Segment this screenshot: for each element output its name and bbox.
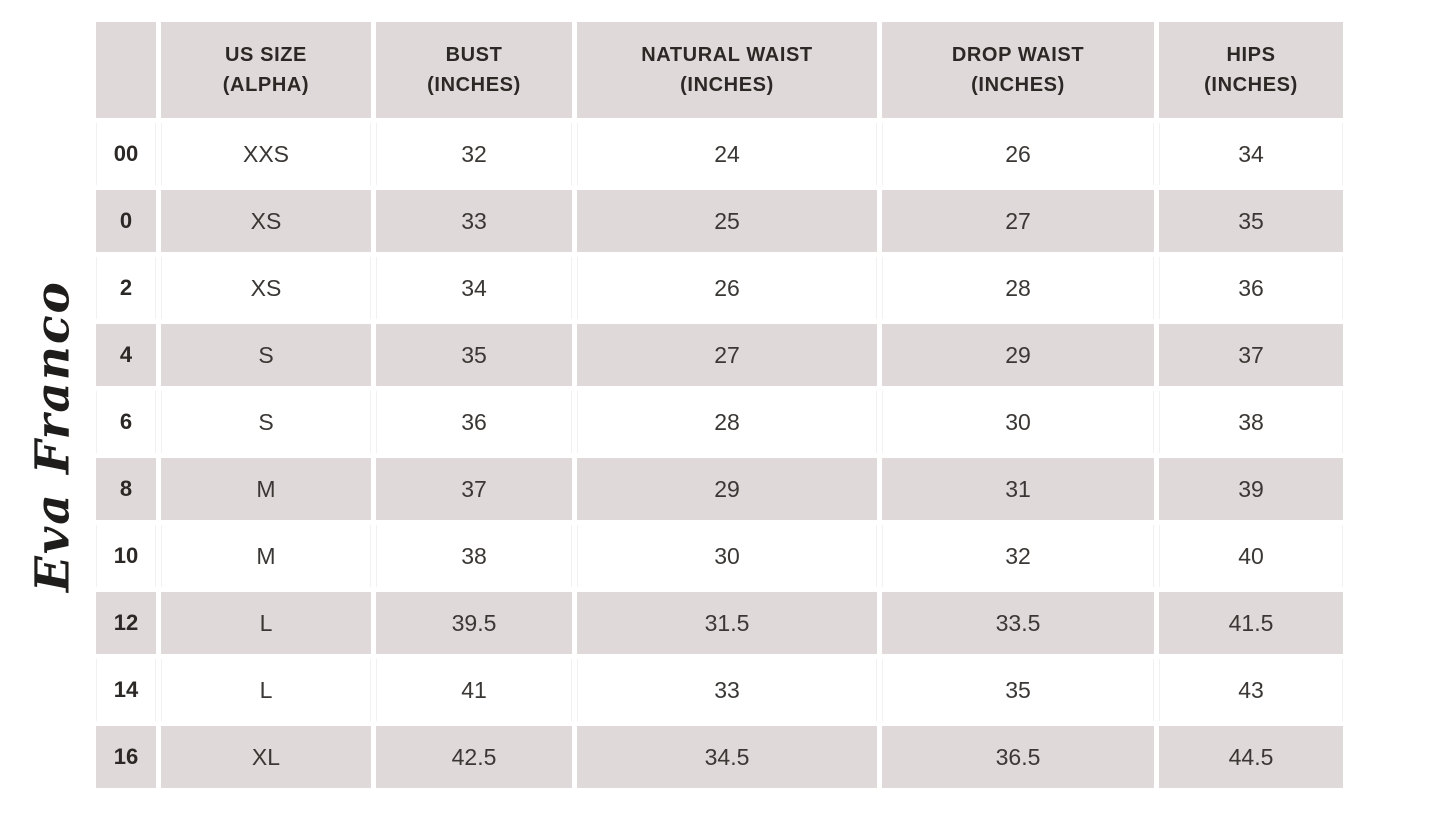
column-header-line2: (INCHES) bbox=[1204, 74, 1298, 96]
column-header-drop_waist: DROP WAIST (INCHES) bbox=[882, 22, 1154, 118]
cell-natural_waist: 25 bbox=[577, 190, 877, 252]
header-row: US SIZE (ALPHA) BUST (INCHES) NATURAL WAIST (… bbox=[96, 22, 1343, 118]
cell-drop_waist: 29 bbox=[882, 324, 1154, 386]
cell-bust: 35 bbox=[376, 324, 572, 386]
table-row: 8 M 37 29 31 39 bbox=[96, 458, 1343, 520]
column-header-natural_waist: NATURAL WAIST (INCHES) bbox=[577, 22, 877, 118]
cell-bust: 41 bbox=[376, 659, 572, 721]
column-header-line2: (INCHES) bbox=[971, 74, 1065, 96]
cell-bust: 36 bbox=[376, 391, 572, 453]
cell-hips: 39 bbox=[1159, 458, 1343, 520]
cell-drop_waist: 30 bbox=[882, 391, 1154, 453]
cell-bust: 39.5 bbox=[376, 592, 572, 654]
cell-natural_waist: 27 bbox=[577, 324, 877, 386]
cell-drop_waist: 36.5 bbox=[882, 726, 1154, 788]
cell-size: 14 bbox=[96, 659, 156, 721]
column-header-line2: (INCHES) bbox=[680, 74, 774, 96]
column-header-alpha: US SIZE (ALPHA) bbox=[161, 22, 371, 118]
cell-alpha: XS bbox=[161, 190, 371, 252]
cell-drop_waist: 31 bbox=[882, 458, 1154, 520]
table-row: 00 XXS 32 24 26 34 bbox=[96, 123, 1343, 185]
column-header-line1: US SIZE bbox=[225, 44, 307, 66]
cell-size: 12 bbox=[96, 592, 156, 654]
brand-logo: Eva Franco bbox=[5, 279, 101, 594]
cell-natural_waist: 29 bbox=[577, 458, 877, 520]
column-header-line1: NATURAL WAIST bbox=[641, 44, 813, 66]
cell-natural_waist: 26 bbox=[577, 257, 877, 319]
column-header-line1: HIPS bbox=[1226, 44, 1276, 66]
cell-size: 6 bbox=[96, 391, 156, 453]
column-header-hips: HIPS (INCHES) bbox=[1159, 22, 1343, 118]
cell-bust: 38 bbox=[376, 525, 572, 587]
cell-hips: 44.5 bbox=[1159, 726, 1343, 788]
cell-drop_waist: 32 bbox=[882, 525, 1154, 587]
cell-size: 4 bbox=[96, 324, 156, 386]
cell-drop_waist: 28 bbox=[882, 257, 1154, 319]
cell-size: 10 bbox=[96, 525, 156, 587]
table-row: 14 L 41 33 35 43 bbox=[96, 659, 1343, 721]
table-row: 4 S 35 27 29 37 bbox=[96, 324, 1343, 386]
column-header-size bbox=[96, 22, 156, 118]
column-header-line1: BUST bbox=[445, 44, 503, 66]
cell-hips: 40 bbox=[1159, 525, 1343, 587]
cell-drop_waist: 33.5 bbox=[882, 592, 1154, 654]
cell-alpha: XS bbox=[161, 257, 371, 319]
cell-size: 00 bbox=[96, 123, 156, 185]
cell-hips: 41.5 bbox=[1159, 592, 1343, 654]
cell-drop_waist: 27 bbox=[882, 190, 1154, 252]
size-chart-table: US SIZE (ALPHA) BUST (INCHES) NATURAL WAIST (… bbox=[91, 17, 1348, 793]
cell-hips: 38 bbox=[1159, 391, 1343, 453]
table-row: 10 M 38 30 32 40 bbox=[96, 525, 1343, 587]
cell-hips: 34 bbox=[1159, 123, 1343, 185]
cell-alpha: L bbox=[161, 592, 371, 654]
cell-natural_waist: 28 bbox=[577, 391, 877, 453]
table-row: 2 XS 34 26 28 36 bbox=[96, 257, 1343, 319]
table-row: 6 S 36 28 30 38 bbox=[96, 391, 1343, 453]
column-header-line1: DROP WAIST bbox=[951, 44, 1085, 66]
cell-alpha: XXS bbox=[161, 123, 371, 185]
column-header-line2: (ALPHA) bbox=[222, 74, 310, 96]
table-row: 0 XS 33 25 27 35 bbox=[96, 190, 1343, 252]
cell-natural_waist: 33 bbox=[577, 659, 877, 721]
cell-bust: 34 bbox=[376, 257, 572, 319]
cell-alpha: XL bbox=[161, 726, 371, 788]
cell-natural_waist: 34.5 bbox=[577, 726, 877, 788]
cell-size: 0 bbox=[96, 190, 156, 252]
cell-bust: 32 bbox=[376, 123, 572, 185]
cell-size: 2 bbox=[96, 257, 156, 319]
brand-logo-text: Eva Franco bbox=[25, 280, 80, 592]
table-row: 12 L 39.5 31.5 33.5 41.5 bbox=[96, 592, 1343, 654]
cell-alpha: M bbox=[161, 525, 371, 587]
cell-bust: 42.5 bbox=[376, 726, 572, 788]
cell-alpha: S bbox=[161, 391, 371, 453]
cell-hips: 36 bbox=[1159, 257, 1343, 319]
table-body: 00 XXS 32 24 26 34 0 XS 33 25 27 35 2 XS 34 26 28 36 4 S 35 2… bbox=[96, 123, 1343, 788]
cell-alpha: L bbox=[161, 659, 371, 721]
cell-drop_waist: 35 bbox=[882, 659, 1154, 721]
cell-bust: 37 bbox=[376, 458, 572, 520]
cell-alpha: S bbox=[161, 324, 371, 386]
cell-size: 16 bbox=[96, 726, 156, 788]
column-header-bust: BUST (INCHES) bbox=[376, 22, 572, 118]
cell-size: 8 bbox=[96, 458, 156, 520]
cell-alpha: M bbox=[161, 458, 371, 520]
cell-hips: 43 bbox=[1159, 659, 1343, 721]
cell-hips: 37 bbox=[1159, 324, 1343, 386]
cell-natural_waist: 31.5 bbox=[577, 592, 877, 654]
cell-natural_waist: 30 bbox=[577, 525, 877, 587]
table-row: 16 XL 42.5 34.5 36.5 44.5 bbox=[96, 726, 1343, 788]
cell-hips: 35 bbox=[1159, 190, 1343, 252]
column-header-line2: (INCHES) bbox=[427, 74, 521, 96]
cell-drop_waist: 26 bbox=[882, 123, 1154, 185]
cell-bust: 33 bbox=[376, 190, 572, 252]
cell-natural_waist: 24 bbox=[577, 123, 877, 185]
